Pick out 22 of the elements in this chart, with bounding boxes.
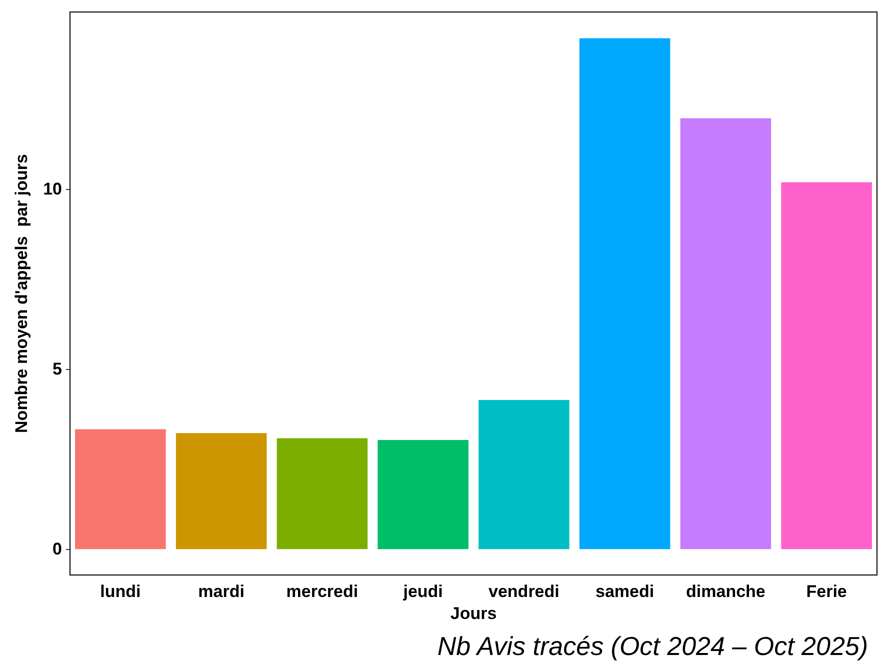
x-tick-label: lundi bbox=[100, 582, 141, 601]
bar bbox=[781, 182, 872, 550]
x-tick-label: jeudi bbox=[402, 582, 443, 601]
x-tick-label: vendredi bbox=[488, 582, 560, 601]
bar bbox=[579, 38, 670, 550]
x-axis-title: Jours bbox=[450, 604, 497, 623]
x-tick-label: dimanche bbox=[686, 582, 766, 601]
bar bbox=[378, 440, 468, 550]
x-tick-label: samedi bbox=[596, 582, 654, 601]
bar bbox=[276, 438, 368, 550]
bar bbox=[75, 429, 166, 550]
y-tick-label: 5 bbox=[52, 360, 62, 379]
x-tick-label: mardi bbox=[198, 582, 244, 601]
bar bbox=[478, 400, 570, 550]
x-tick-label: Ferie bbox=[806, 582, 847, 601]
y-tick-label: 0 bbox=[52, 540, 62, 559]
y-tick-label: 10 bbox=[43, 180, 62, 199]
bar bbox=[176, 433, 267, 550]
x-tick-label: mercredi bbox=[286, 582, 358, 601]
text: Nb Avis tracés (Oct 2024 – Oct 2025) bbox=[437, 631, 868, 661]
y-axis-title: Nombre moyen d'appels par jours bbox=[12, 154, 31, 433]
bar bbox=[680, 118, 772, 550]
